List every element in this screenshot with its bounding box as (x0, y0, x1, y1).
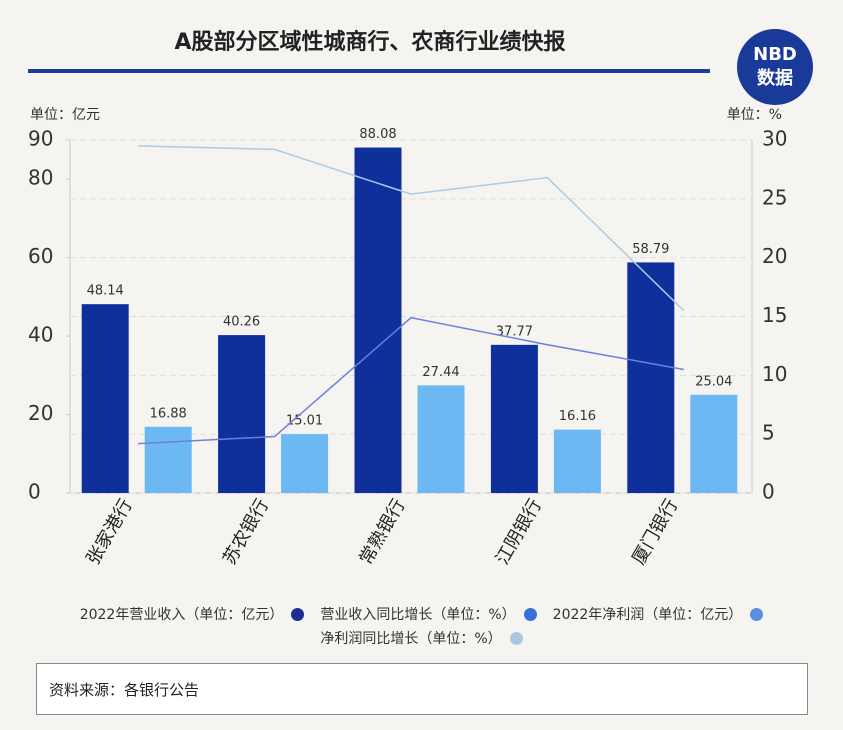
value-label: 37.77 (496, 324, 533, 339)
bar (553, 429, 601, 493)
value-label: 25.04 (695, 374, 732, 389)
value-label: 40.26 (223, 315, 260, 330)
logo-text: 数据 (757, 67, 793, 89)
legend-label: 2022年净利润（单位：亿元） (552, 607, 743, 623)
value-label: 88.08 (359, 127, 396, 142)
logo-text: NBD (753, 44, 797, 65)
legend-marker (509, 632, 523, 645)
chart: A股部分区域性城商行、农商行业绩快报 NBD 数据 单位：亿元 单位：% 0 20… (28, 29, 813, 569)
value-label: 16.88 (150, 406, 187, 421)
bar (354, 147, 402, 493)
bar (144, 426, 192, 493)
y-tick-label: 60 (28, 244, 53, 268)
legend-label: 净利润同比增长（单位：%） (320, 631, 502, 647)
x-tick-label: 苏农银行 (219, 496, 273, 569)
legend-item: 2022年净利润（单位：亿元） (553, 603, 764, 627)
bar (627, 262, 675, 493)
legend-marker (291, 608, 305, 621)
y-tick-label: 80 (28, 166, 53, 190)
title-underline (28, 69, 710, 73)
bar (490, 344, 538, 493)
value-label: 15.01 (286, 414, 323, 429)
y2-tick-label: 5 (762, 421, 775, 445)
line (138, 316, 684, 445)
chart-title: A股部分区域性城商行、农商行业绩快报 (174, 29, 565, 55)
x-tick-label: 张家港行 (83, 496, 137, 569)
y-tick-label: 0 (28, 480, 41, 504)
logo (737, 29, 813, 105)
y-axis-label: 单位：亿元 (30, 107, 100, 123)
y2-tick-label: 25 (762, 185, 787, 209)
y2-axis-label: 单位：% (727, 107, 782, 123)
y-tick-label: 20 (28, 401, 53, 425)
bar (218, 335, 266, 493)
legend-marker (523, 608, 537, 621)
legend-marker (750, 608, 764, 621)
legend-label: 营业收入同比增长（单位：%） (320, 607, 516, 623)
y2-tick-label: 0 (762, 480, 775, 504)
x-tick-label: 厦门银行 (628, 496, 682, 569)
y2-tick-label: 30 (762, 127, 787, 151)
y2-tick-label: 20 (762, 244, 787, 268)
legend-item: 净利润同比增长（单位：%） (320, 627, 523, 651)
source: 资料来源：各银行公告 (36, 663, 808, 715)
line (138, 145, 685, 312)
value-label: 16.16 (559, 409, 596, 424)
x-tick-label: 江阴银行 (492, 496, 546, 569)
y-tick-label: 40 (28, 323, 53, 347)
bar (81, 304, 129, 493)
y-tick-label: 90 (28, 127, 53, 151)
value-label: 27.44 (422, 365, 459, 380)
legend-item: 营业收入同比增长（单位：%） (320, 603, 537, 627)
bar (690, 394, 738, 493)
legend: 2022年营业收入（单位：亿元） 营业收入同比增长（单位：%） 2022年净利润（单… (0, 603, 843, 651)
y2-tick-label: 10 (762, 362, 787, 386)
value-label: 48.14 (87, 284, 124, 299)
x-tick-label: 常熟银行 (355, 496, 409, 569)
legend-label: 2022年营业收入（单位：亿元） (79, 607, 284, 623)
value-label: 58.79 (632, 242, 669, 257)
bar (281, 434, 329, 493)
y2-tick-label: 15 (762, 303, 787, 327)
bar (417, 385, 465, 493)
legend-item: 2022年营业收入（单位：亿元） (80, 603, 305, 627)
